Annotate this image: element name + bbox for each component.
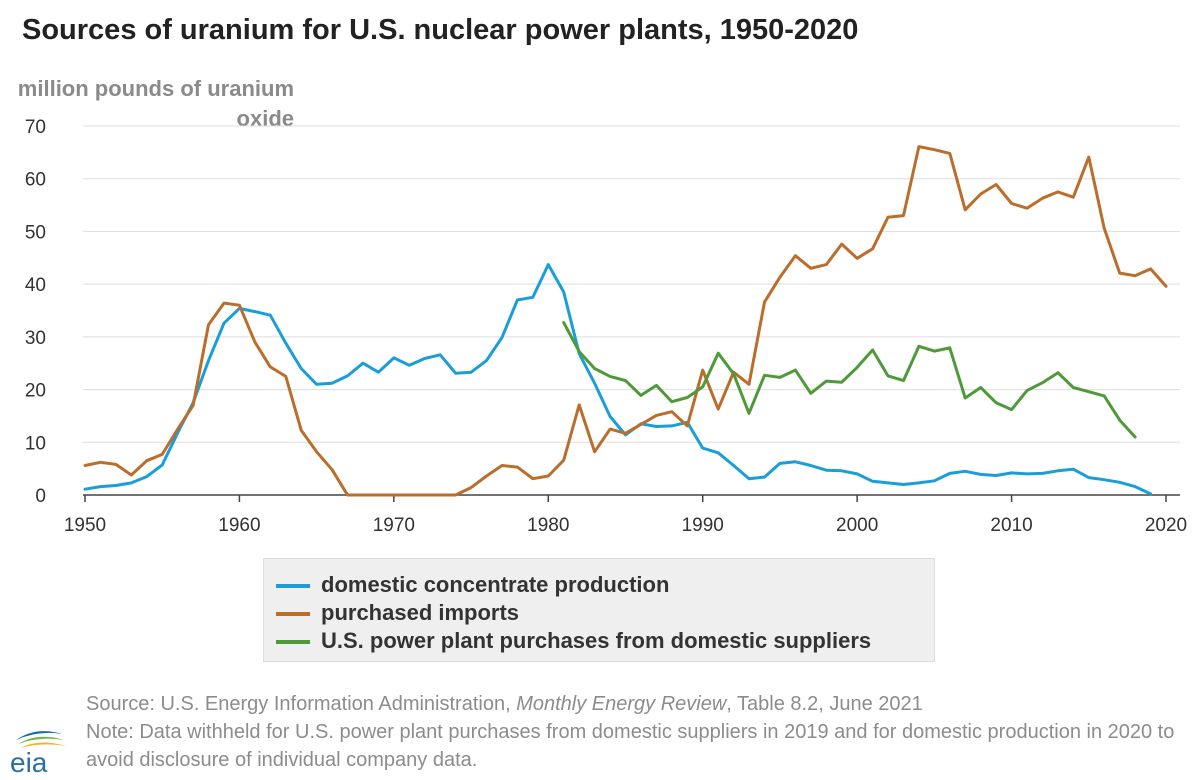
- series-domestic-production: [83, 263, 1153, 496]
- data-note: Note: Data withheld for U.S. power plant…: [86, 721, 1175, 771]
- y-tick-label-20: 20: [25, 381, 46, 402]
- x-tick-label-1950: 1950: [64, 515, 106, 536]
- source-suffix: , Table 8.2, June 2021: [726, 693, 923, 715]
- legend-label-purchased-imports: purchased imports: [321, 600, 520, 625]
- series-domestic-suppliers: [562, 321, 1137, 439]
- x-tick-label-1960: 1960: [218, 515, 260, 536]
- legend-item-domestic-suppliers: U.S. power plant purchases from domestic…: [264, 627, 934, 655]
- eia-logo: eia: [10, 731, 66, 776]
- x-tick-label-2010: 2010: [990, 515, 1032, 536]
- grid-lines: [83, 125, 1180, 443]
- source-prefix: Source: U.S. Energy Information Administ…: [86, 693, 517, 715]
- series-lines: [83, 145, 1168, 497]
- legend-item-domestic-production: domestic concentrate production: [264, 571, 934, 599]
- x-axis-ticks: 1950 1960 1970 1980 1990 2000 2010 2020: [64, 495, 1187, 536]
- legend-swatch-domestic-suppliers: [276, 640, 310, 644]
- y-tick-label-30: 30: [25, 328, 46, 349]
- line-chart: 0 10 20 30 40 50 60 70 1950 1960 1970 1980 1990 2000…: [25, 117, 1187, 536]
- legend-label-domestic-suppliers: U.S. power plant purchases from domestic…: [321, 628, 872, 653]
- series-purchased-imports: [83, 145, 1168, 497]
- legend-swatch-purchased-imports: [276, 612, 310, 616]
- y-tick-label-60: 60: [25, 170, 46, 191]
- source-publication: Monthly Energy Review: [516, 693, 727, 715]
- y-axis-label: million pounds of uranium oxide: [0, 74, 294, 134]
- legend-item-purchased-imports: purchased imports: [264, 599, 934, 627]
- eia-logo-blue-arc: [16, 731, 62, 740]
- x-tick-label-2020: 2020: [1145, 515, 1187, 536]
- x-tick-label-1980: 1980: [527, 515, 569, 536]
- y-axis-label-line-1: million pounds of uranium: [17, 76, 294, 101]
- chart-title: Sources of uranium for U.S. nuclear powe…: [22, 14, 859, 46]
- y-tick-label-50: 50: [25, 222, 46, 243]
- x-tick-label-1970: 1970: [373, 515, 415, 536]
- y-tick-label-0: 0: [35, 486, 46, 507]
- chart-legend: domestic concentrate production purchase…: [263, 558, 935, 662]
- chart-footer: Source: U.S. Energy Information Administ…: [86, 690, 1186, 774]
- legend-swatch-domestic-production: [276, 584, 310, 588]
- x-tick-label-1990: 1990: [682, 515, 724, 536]
- eia-logo-green-arc: [18, 736, 64, 744]
- y-tick-label-40: 40: [25, 275, 46, 296]
- legend-label-domestic-production: domestic concentrate production: [321, 572, 670, 597]
- y-axis-label-line-2: oxide: [236, 106, 294, 131]
- y-tick-label-70: 70: [25, 117, 46, 138]
- eia-logo-yellow-arc: [20, 742, 66, 748]
- source-note: Source: U.S. Energy Information Administ…: [86, 690, 1186, 718]
- x-tick-label-2000: 2000: [836, 515, 878, 536]
- eia-logo-text: eia: [10, 747, 48, 776]
- y-axis-ticks: 0 10 20 30 40 50 60 70: [25, 117, 46, 507]
- y-tick-label-10: 10: [25, 433, 46, 454]
